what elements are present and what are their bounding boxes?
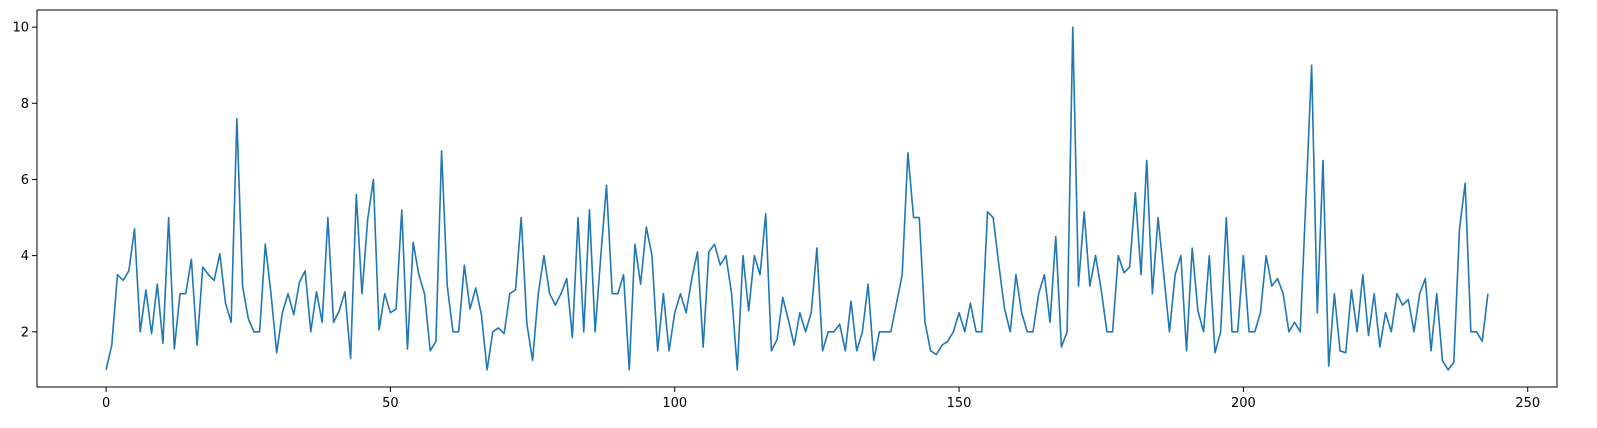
y-tick-label: 6 — [21, 173, 29, 188]
y-tick-label: 2 — [21, 325, 29, 340]
series-line — [105, 26, 1489, 371]
y-tick-label: 4 — [21, 249, 29, 264]
y-tick-label: 8 — [21, 97, 29, 112]
x-tick-label: 200 — [1231, 396, 1256, 411]
axes-frame — [36, 9, 1558, 388]
plot-area — [105, 26, 1489, 371]
x-tick-label: 100 — [662, 396, 687, 411]
x-tick-label: 0 — [102, 396, 110, 411]
x-tick-label: 250 — [1515, 396, 1540, 411]
x-tick-label: 50 — [382, 396, 399, 411]
x-tick-label: 150 — [947, 396, 972, 411]
y-tick-label: 10 — [12, 21, 29, 36]
axes: 0 50 100 150 200 250 2 4 6 8 10 — [12, 9, 1558, 411]
